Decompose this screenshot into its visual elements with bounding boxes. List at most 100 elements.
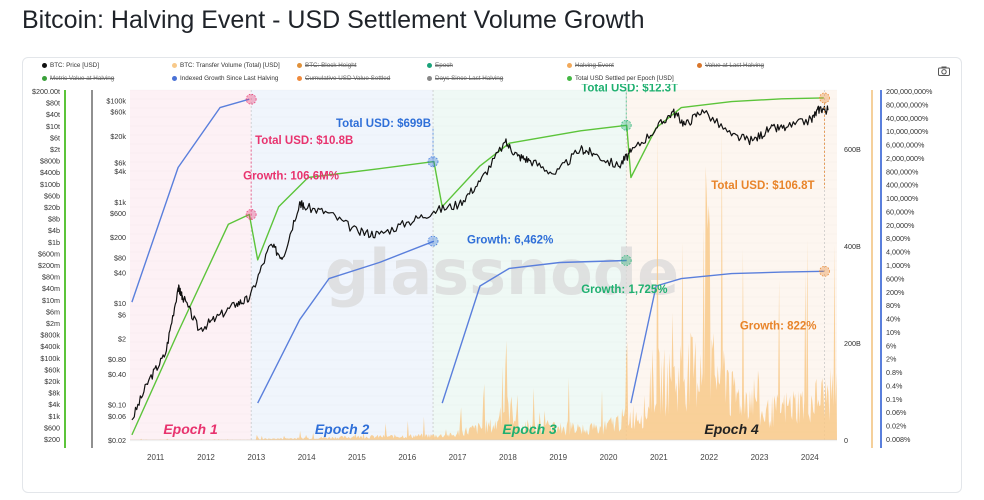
price-axis-tick: $2	[118, 335, 126, 344]
legend-item[interactable]: Days Since Last Halving	[427, 75, 503, 82]
growth-axis-tick: 2%	[886, 355, 897, 364]
legend-item[interactable]: Value at Last Halving	[697, 62, 764, 69]
settled-axis-tick: $400k	[40, 342, 60, 351]
growth-label: Growth: 106.6M%	[243, 171, 339, 183]
growth-axis-tick: 60,000%	[886, 207, 915, 216]
growth-marker	[620, 255, 632, 266]
price-axis-tick: $0.80	[108, 355, 126, 364]
settled-axis-tick: $600m	[38, 249, 60, 258]
settled-axis-tick: $8b	[48, 215, 60, 224]
growth-axis-tick: 200%	[886, 288, 905, 297]
x-tick-label: 2016	[398, 453, 416, 462]
price-axis-tick: $100k	[106, 96, 126, 105]
settled-axis-tick: $800b	[40, 157, 60, 166]
price-axis-tick: $40	[114, 269, 126, 278]
epoch-label: Epoch 3	[502, 421, 557, 437]
x-tick-label: 2015	[348, 453, 366, 462]
settled-axis-tick: $200m	[38, 261, 60, 270]
growth-axis-tick: 80,000,000%	[886, 100, 929, 109]
legend-item[interactable]: Metric Value at Halving	[42, 75, 114, 82]
settled-axis-tick: $100b	[40, 180, 60, 189]
growth-axis-tick: 600%	[886, 274, 905, 283]
growth-axis-tick: 0.008%	[886, 435, 911, 444]
price-line	[131, 105, 829, 421]
x-tick-label: 2019	[549, 453, 567, 462]
chart-legend: BTC: Price [USD] BTC: Transfer Volume (To…	[32, 60, 892, 88]
settled-axis-tick: $20b	[44, 203, 60, 212]
page-title: Bitcoin: Halving Event - USD Settlement …	[22, 6, 645, 34]
legend-swatch	[697, 63, 702, 68]
settled-axis-tick: $60b	[44, 191, 60, 200]
price-axis-tick: $200	[110, 233, 126, 242]
growth-axis-tick: 0.1%	[886, 395, 903, 404]
legend-label: Halving Event	[575, 62, 614, 69]
legend-item[interactable]: BTC: Block Height	[297, 62, 356, 69]
legend-item[interactable]: Total USD Settled per Epoch [USD]	[567, 75, 674, 82]
price-axis-tick: $0.06	[108, 412, 126, 421]
legend-swatch	[172, 63, 177, 68]
legend-label: Metric Value at Halving	[50, 75, 115, 82]
legend-label: Days Since Last Halving	[435, 75, 504, 82]
growth-axis-tick: 0.8%	[886, 368, 903, 377]
legend-swatch	[567, 63, 572, 68]
legend-swatch	[172, 76, 177, 81]
transfer-volume-area	[130, 129, 837, 441]
growth-axis-tick: 10,000,000%	[886, 127, 929, 136]
x-tick-label: 2011	[147, 453, 165, 462]
legend-label: BTC: Transfer Volume (Total) [USD]	[180, 62, 280, 69]
growth-axis-tick: 200,000,000%	[886, 87, 933, 96]
settled-axis-tick: $1k	[48, 412, 60, 421]
growth-axis-tick: 8,000%	[886, 234, 911, 243]
epoch-band	[433, 90, 627, 440]
growth-axis-tick: 20,000%	[886, 221, 915, 230]
settled-axis-tick: $80t	[46, 99, 60, 108]
legend-swatch	[567, 76, 572, 81]
epoch-band	[130, 90, 252, 440]
total-usd-label: Total USD: $106.8T	[711, 180, 814, 192]
legend-item[interactable]: Halving Event	[567, 62, 614, 69]
growth-label: Growth: 822%	[740, 321, 817, 333]
legend-swatch	[297, 76, 302, 81]
price-axis-tick: $6	[118, 310, 126, 319]
x-tick-label: 2012	[197, 453, 215, 462]
price-axis-tick: $20k	[110, 132, 126, 141]
legend-item[interactable]: BTC: Price [USD]	[42, 62, 99, 69]
growth-label: Growth: 1,725%	[581, 284, 667, 296]
growth-axis-tick: 800,000%	[886, 167, 919, 176]
legend-item[interactable]: Indexed Growth Since Last Halving	[172, 75, 278, 82]
settled-axis-tick: $40t	[46, 110, 60, 119]
legend-label: BTC: Price [USD]	[50, 62, 99, 69]
settled-axis-tick: $200	[44, 435, 60, 444]
legend-item[interactable]: BTC: Transfer Volume (Total) [USD]	[172, 62, 280, 69]
settled-axis-tick: $2m	[46, 319, 60, 328]
settled-axis-tick: $60k	[44, 365, 60, 374]
price-axis-tick: $4k	[114, 167, 126, 176]
legend-label: Epoch	[435, 62, 453, 69]
x-tick-label: 2020	[600, 453, 618, 462]
epoch-label: Epoch 2	[315, 421, 370, 437]
growth-axis-tick: 100,000%	[886, 194, 919, 203]
growth-axis-tick: 0.4%	[886, 381, 903, 390]
legend-label: Indexed Growth Since Last Halving	[180, 75, 279, 82]
growth-marker	[427, 235, 439, 247]
settled-axis-tick: $400b	[40, 168, 60, 177]
settled-axis-tick: $40m	[42, 284, 60, 293]
settled-marker	[819, 92, 830, 104]
total-usd-label: Total USD: $10.8B	[255, 135, 353, 147]
volume-axis-tick: 200B	[844, 339, 861, 348]
growth-axis-tick: 400,000%	[886, 181, 919, 190]
price-axis-tick: $60k	[110, 108, 126, 117]
growth-axis-tick: 2,000,000%	[886, 154, 925, 163]
settled-axis-tick: $10m	[42, 296, 60, 305]
price-axis-tick: $0.02	[108, 436, 126, 445]
volume-axis-tick: 400B	[844, 242, 861, 251]
legend-label: Total USD Settled per Epoch [USD]	[575, 75, 674, 82]
volume-axis-tick: 600B	[844, 145, 861, 154]
settled-axis-tick: $2t	[50, 145, 60, 154]
legend-swatch	[427, 63, 432, 68]
legend-item[interactable]: Epoch	[427, 62, 453, 69]
camera-icon[interactable]	[938, 66, 950, 76]
legend-item[interactable]: Cumulative USD Value Settled	[297, 75, 390, 82]
x-tick-label: 2017	[449, 453, 467, 462]
